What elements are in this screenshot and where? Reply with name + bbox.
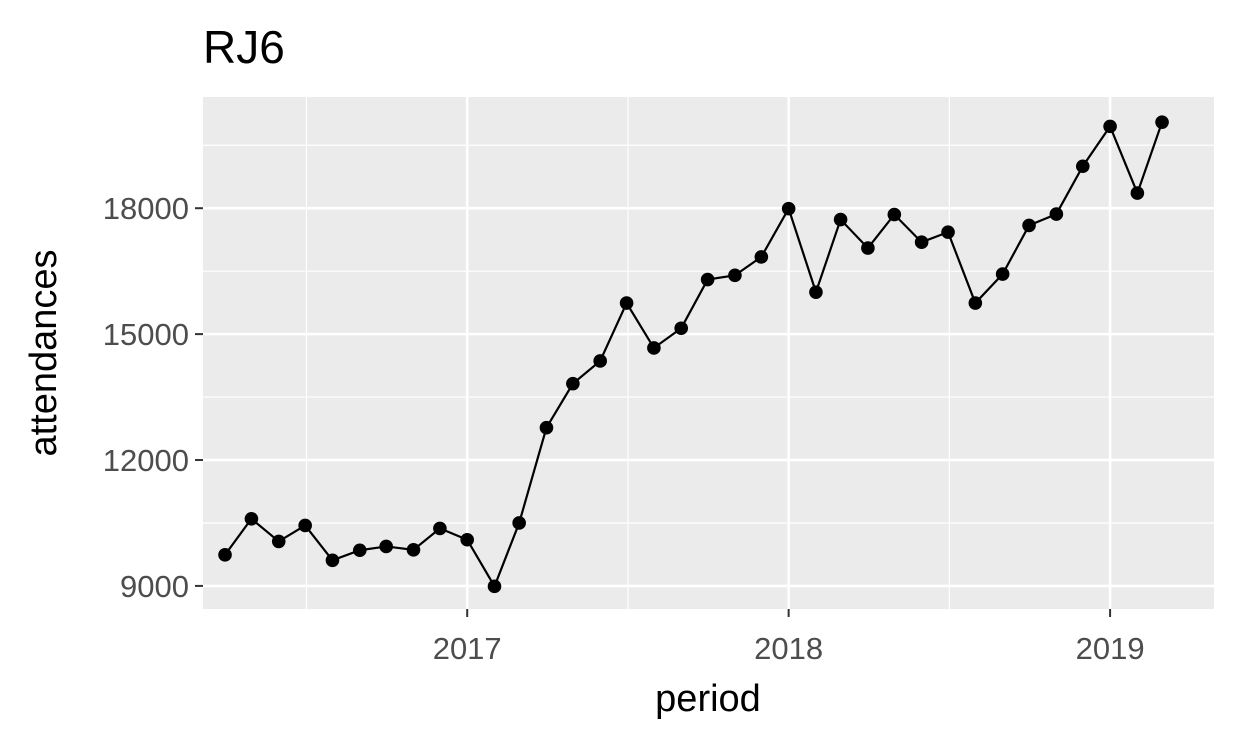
plot-panel [203,97,1214,609]
x-axis-title: period [655,678,761,720]
data-point [914,235,929,250]
x-tick-label: 2017 [433,631,502,666]
data-point [833,212,848,227]
grid-lines [203,97,1214,609]
data-point [1075,159,1090,174]
data-point [861,241,875,255]
data-point [647,341,661,355]
data-point [1155,115,1169,129]
data-point [406,543,421,557]
data-point [781,201,796,216]
y-tick-label: 12000 [103,443,189,478]
data-point [244,511,259,526]
series-points [218,115,1169,594]
data-point [460,532,474,547]
y-axis-title: attendances [23,249,65,456]
data-point [539,420,554,435]
data-point [754,250,769,264]
x-tick-label: 2018 [754,631,823,666]
data-point [968,296,983,310]
data-point [379,539,393,554]
data-point [1049,207,1064,221]
x-tick-label: 2019 [1076,631,1145,666]
data-point [809,285,823,299]
y-tick-label: 18000 [103,191,189,226]
data-point [271,534,286,549]
data-point [619,296,634,310]
y-axis: 9000 12000 15000 18000 [103,191,203,604]
data-point [325,553,340,568]
data-point [1130,186,1145,200]
data-point [887,207,902,222]
data-point [487,579,502,594]
data-point [512,516,526,530]
chart-title: RJ6 [203,21,285,73]
data-point [941,225,955,239]
data-point [433,521,447,536]
data-point [1022,218,1036,233]
x-axis: 2017 2018 2019 [433,609,1145,666]
data-point [995,267,1010,281]
data-point [728,268,742,283]
data-point [674,321,688,336]
data-point [352,543,367,558]
data-point [593,354,607,368]
data-point [1103,119,1117,134]
data-point [700,272,715,287]
data-point [566,376,580,391]
data-point [218,548,232,562]
data-point [298,518,312,533]
y-tick-label: 9000 [120,569,189,604]
y-tick-label: 15000 [103,317,189,352]
